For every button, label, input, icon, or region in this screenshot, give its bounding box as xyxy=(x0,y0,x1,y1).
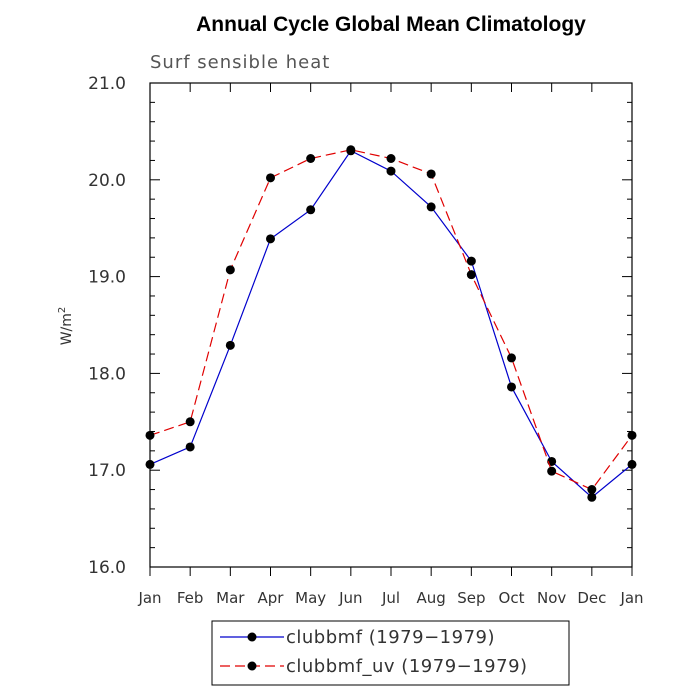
data-point xyxy=(426,202,436,212)
series-1 xyxy=(145,145,637,495)
x-tick-label: Nov xyxy=(537,589,566,607)
legend-box xyxy=(211,620,570,686)
y-tick-label: 21.0 xyxy=(88,74,126,94)
y-tick-label: 16.0 xyxy=(88,558,126,578)
data-point xyxy=(386,166,396,176)
legend-marker xyxy=(247,632,257,642)
x-tick-label: Jul xyxy=(381,589,400,607)
data-point xyxy=(185,417,195,427)
data-point xyxy=(225,265,235,275)
x-tick-label: Dec xyxy=(577,589,606,607)
data-point xyxy=(306,154,316,164)
data-point xyxy=(225,340,235,350)
data-point xyxy=(346,145,356,155)
y-axis-label: W/m2 xyxy=(57,307,75,346)
series-line xyxy=(149,149,633,499)
x-tick-label: Jan xyxy=(137,589,161,607)
data-point xyxy=(266,173,275,183)
x-tick-label: Sep xyxy=(457,589,485,607)
data-point xyxy=(386,154,396,164)
plot-frame xyxy=(149,82,633,568)
data-point xyxy=(507,353,516,363)
series-0 xyxy=(145,146,637,502)
legend-marker xyxy=(247,661,257,671)
data-point xyxy=(587,485,597,495)
x-tick-label: Apr xyxy=(258,589,285,607)
x-tick-label: Feb xyxy=(177,589,204,607)
legend-label: clubbmf (1979−1979) xyxy=(286,627,495,648)
y-axis-label-text: W/m xyxy=(59,313,75,345)
svg-text:W/m2: W/m2 xyxy=(57,307,75,346)
axis-ticks: 16.0 17.0 18.0 19.0 20.0 21.0 Jan Feb Mar Apr May J… xyxy=(88,74,643,607)
x-tick-label: Oct xyxy=(499,589,525,607)
x-tick-label: Aug xyxy=(417,589,446,607)
y-tick-label: 20.0 xyxy=(88,171,126,191)
data-point xyxy=(306,205,316,215)
x-tick-label: Jan xyxy=(619,589,643,607)
data-point xyxy=(466,256,476,266)
chart-title: Annual Cycle Global Mean Climatology xyxy=(196,13,586,36)
data-point xyxy=(426,169,436,179)
x-tick-label: Jun xyxy=(338,589,362,607)
y-tick-label: 17.0 xyxy=(88,461,126,481)
legend: clubbmf (1979−1979) clubbmf_uv (1979−1979… xyxy=(211,620,570,686)
y-tick-label: 19.0 xyxy=(88,268,126,288)
series-layer xyxy=(145,145,637,502)
x-tick-label: Mar xyxy=(216,589,245,607)
data-point xyxy=(266,234,275,244)
legend-label: clubbmf_uv (1979−1979) xyxy=(286,656,528,677)
y-axis-label-superscript: 2 xyxy=(57,307,68,313)
data-point xyxy=(507,382,516,392)
data-point xyxy=(547,466,557,476)
data-point xyxy=(466,270,476,280)
data-point xyxy=(587,492,597,502)
y-tick-label: 18.0 xyxy=(88,364,126,384)
chart-subtitle: Surf sensible heat xyxy=(150,52,330,73)
data-point xyxy=(185,442,195,452)
series-line xyxy=(149,149,633,491)
x-tick-label: May xyxy=(295,589,326,607)
